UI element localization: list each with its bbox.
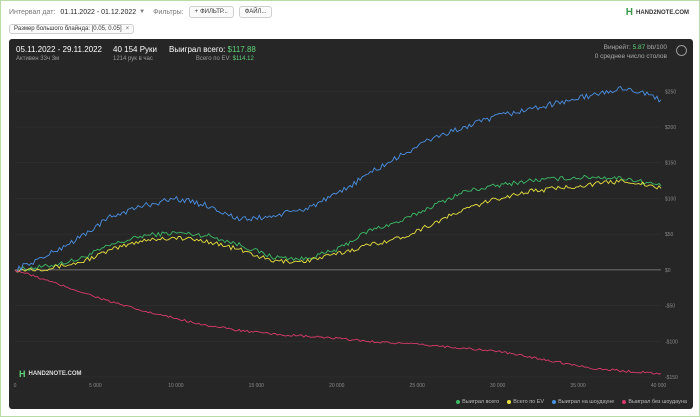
chart-grid <box>15 91 661 378</box>
winnings-block: Выиграл всего: $117.88 Всего по EV: $114… <box>169 45 256 62</box>
hands-block: 40 154 Руки 1214 рук в час <box>113 45 157 62</box>
filter-chip[interactable]: Размер большого блайнда: [0.05, 0.05] × <box>9 24 135 34</box>
series-ev-line <box>14 179 662 273</box>
y-tick-label: $0 <box>665 268 671 274</box>
winrate-unit: bb/100 <box>647 44 667 51</box>
legend-dot-icon <box>456 400 461 404</box>
active-filters: Размер большого блайнда: [0.05, 0.05] × <box>9 23 135 35</box>
filters-label: Фильтры: <box>153 8 184 16</box>
series-total-line <box>14 174 662 273</box>
legend-item[interactable]: Выиграл всего <box>456 399 499 405</box>
series-non-showdown-line <box>14 269 662 375</box>
date-range-block: 05.11.2022 - 29.11.2022 Активен 33ч 3м <box>16 45 102 62</box>
legend-dot-icon <box>622 400 627 404</box>
x-tick-label: 20 000 <box>329 383 345 389</box>
graph-panel: 05.11.2022 - 29.11.2022 Активен 33ч 3м 4… <box>9 39 693 409</box>
chart-legend: Выиграл всего Всего по EV Выиграл на шоуда… <box>456 399 687 405</box>
y-tick-label: $50 <box>665 232 674 238</box>
plus-icon: + <box>194 9 199 15</box>
legend-label: Выиграл без шоудауна <box>628 399 687 405</box>
hand2note-watermark-icon: H <box>19 369 26 379</box>
x-tick-label: 30 000 <box>490 383 506 389</box>
ev-label: Всего по EV: <box>195 56 231 62</box>
interval-label: Интервал дат: <box>9 8 56 16</box>
interval-value[interactable]: 01.11.2022 - 01.12.2022 <box>60 8 137 16</box>
legend-item[interactable]: Всего по EV <box>507 399 544 405</box>
chevron-down-icon[interactable]: ▼ <box>139 9 146 15</box>
y-tick-label: $150 <box>665 161 676 167</box>
avg-tables: 0 среднее число столов <box>594 53 667 60</box>
won-total-label: Выиграл всего: <box>169 45 226 54</box>
x-tick-label: 35 000 <box>570 383 586 389</box>
top-toolbar: Интервал дат: 01.11.2022 - 01.12.2022 ▼ … <box>1 1 699 23</box>
hand2note-logo-icon: H <box>625 7 633 18</box>
add-filter-label: ФИЛЬТР... <box>200 9 228 15</box>
chart-watermark: H HAND2NOTE.COM <box>19 369 82 379</box>
winrate-value: 5.87 <box>632 44 646 51</box>
add-filter-button[interactable]: + ФИЛЬТР... <box>188 6 234 18</box>
winrate-block: Винрейт: 5.87 bb/100 0 среднее число сто… <box>595 44 667 60</box>
y-tick-label: $250 <box>665 89 676 95</box>
legend-label: Всего по EV <box>513 399 545 405</box>
y-tick-label: -$100 <box>665 339 678 345</box>
legend-item[interactable]: Выиграл без шоудауна <box>622 399 687 405</box>
file-button[interactable]: ФАЙЛ... <box>238 6 273 18</box>
legend-item[interactable]: Выиграл на шоудауне <box>552 399 614 405</box>
x-tick-label: 40 000 <box>651 383 667 389</box>
x-tick-label: 5 000 <box>89 383 102 389</box>
x-tick-label: 15 000 <box>249 383 265 389</box>
legend-label: Выиграл всего <box>462 399 500 405</box>
date-range: 05.11.2022 - 29.11.2022 <box>16 45 102 54</box>
close-icon[interactable]: × <box>125 26 130 32</box>
y-tick-label: -$150 <box>665 375 678 381</box>
watermark-text: HAND2NOTE.COM <box>28 371 82 377</box>
settings-icon[interactable] <box>676 45 687 56</box>
legend-label: Выиграл на шоудауне <box>558 399 615 405</box>
hands-per-hour: 1214 рук в час <box>113 56 153 62</box>
x-tick-label: 0 <box>14 383 17 389</box>
x-tick-label: 25 000 <box>410 383 426 389</box>
chart-series <box>14 85 662 375</box>
hands-count: 40 154 Руки <box>113 45 157 54</box>
y-tick-label: -$50 <box>665 304 675 310</box>
series-showdown-line <box>14 85 662 273</box>
active-time: Активен 33ч 3м <box>16 56 60 62</box>
y-axis-ticks: $250 $200 $150 $100 $50 $0 -$50 -$100 -$150 <box>665 89 678 381</box>
results-chart: $250 $200 $150 $100 $50 $0 -$50 -$100 -$150 0 5 0… <box>14 85 678 389</box>
filter-chip-label: Размер большого блайнда: [0.05, 0.05] <box>14 26 122 32</box>
winrate-label: Винрейт: <box>603 44 631 51</box>
brand-logo: H HAND2NOTE.COM <box>626 7 689 18</box>
y-tick-label: $100 <box>665 196 676 202</box>
won-total-value: $117.88 <box>227 45 256 54</box>
legend-dot-icon <box>507 400 512 404</box>
file-button-label: ФАЙЛ... <box>244 9 267 15</box>
x-axis-ticks: 0 5 000 10 000 15 000 20 000 25 000 30 000 35 0… <box>14 383 667 389</box>
y-tick-label: $200 <box>665 125 676 131</box>
x-tick-label: 10 000 <box>168 383 184 389</box>
logo-text: HAND2NOTE.COM <box>635 9 689 16</box>
legend-dot-icon <box>552 400 557 404</box>
ev-value: $114.12 <box>232 56 254 62</box>
